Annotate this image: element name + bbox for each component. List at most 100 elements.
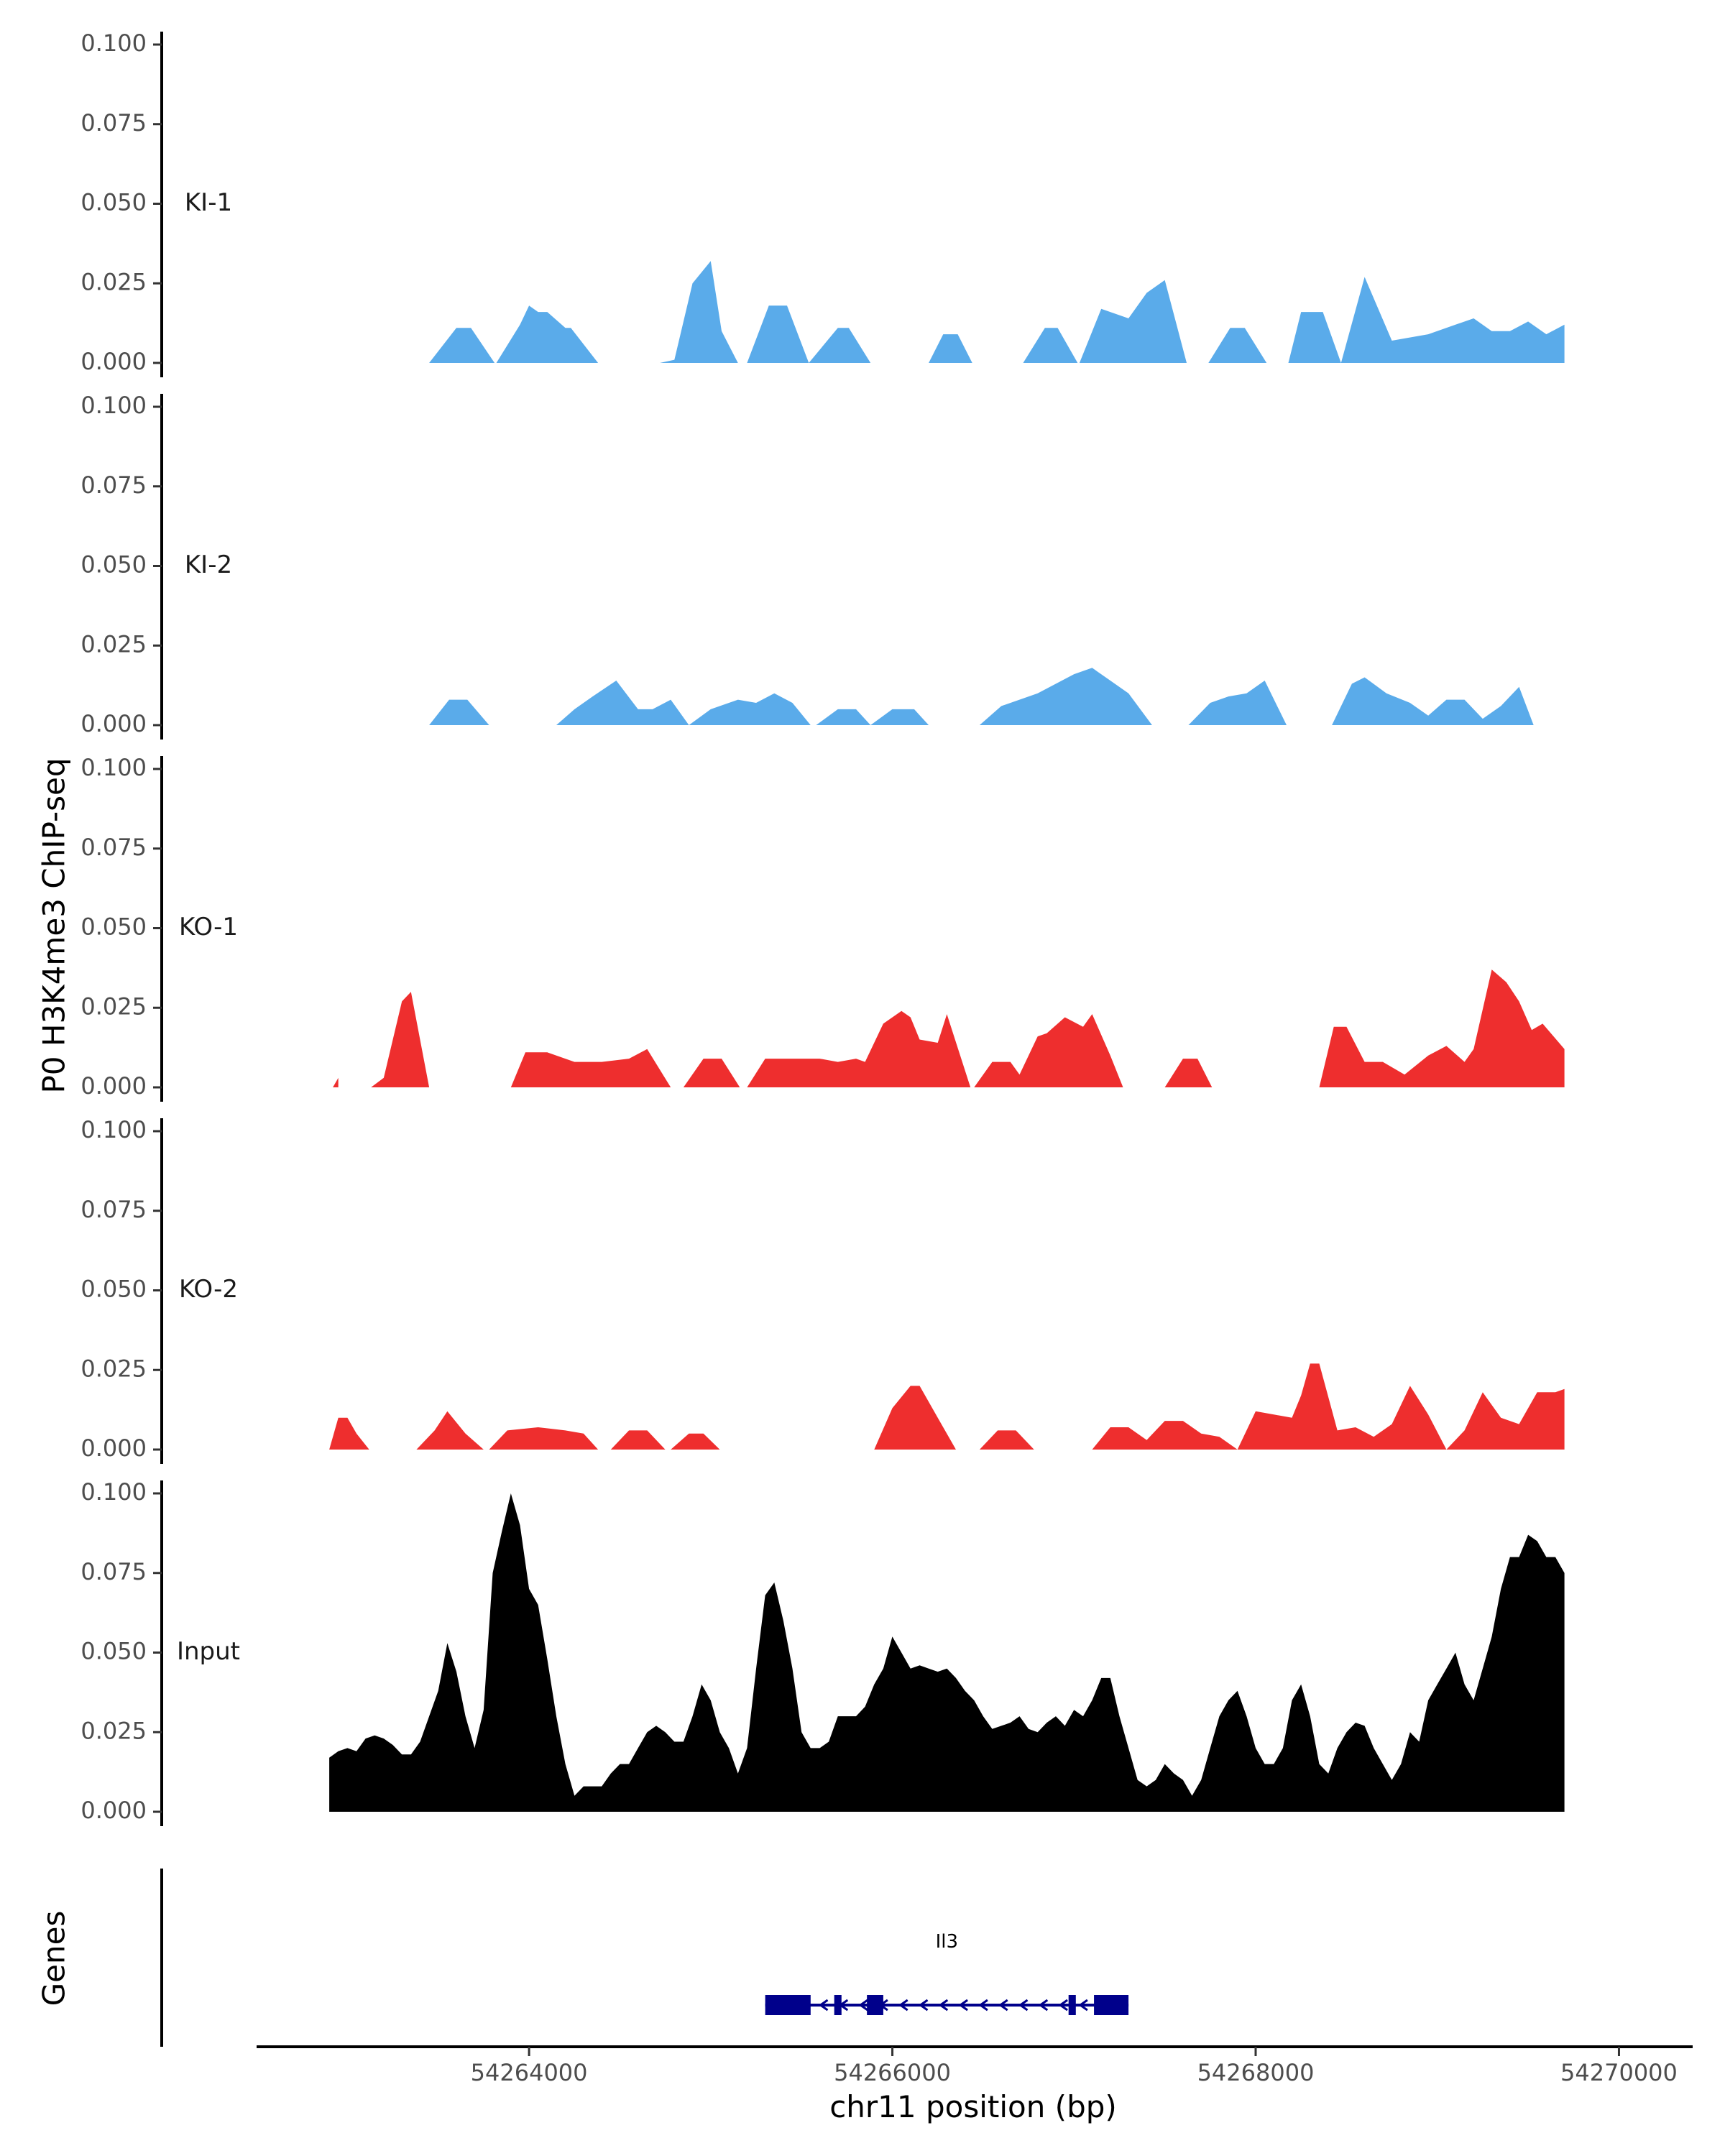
coverage-area-ki-1 — [1208, 328, 1267, 363]
track-ko-1: 0.000 0.025 0.050 0.075 0.100 KO-1 — [80, 754, 1565, 1102]
y-tick-label-ki-1: 0.075 — [80, 109, 147, 137]
coverage-area-ki-1 — [809, 328, 871, 363]
track-input: 0.000 0.025 0.050 0.075 0.100 Input — [80, 1478, 1565, 1826]
coverage-area-ko-2 — [1092, 1421, 1238, 1450]
coverage-area-ko-1 — [1164, 1059, 1213, 1087]
coverage-area-ko-2 — [329, 1417, 369, 1450]
y-tick-label-ki-1: 0.025 — [80, 268, 147, 295]
coverage-area-ki-2 — [816, 709, 871, 725]
y-tick-label-ko-1: 0.000 — [80, 1072, 147, 1100]
coverage-area-ki-1 — [429, 328, 495, 363]
strand-arrow — [918, 1999, 929, 2012]
y-tick-label-input: 0.000 — [80, 1797, 147, 1824]
coverage-area-ko-2 — [416, 1411, 484, 1450]
y-tick-label-ki-2: 0.075 — [80, 471, 147, 499]
y-tick-label-ko-1: 0.050 — [80, 913, 147, 941]
coverage-area-ko-2 — [671, 1433, 720, 1450]
y-tick-label-ko-2: 0.025 — [80, 1355, 147, 1382]
y-tick-label-ko-2: 0.050 — [80, 1276, 147, 1303]
y-tick-label-ki-1: 0.050 — [80, 189, 147, 216]
y-axis-title: P0 H3K4me3 ChIP-seq — [37, 757, 72, 1093]
y-tick-label-ki-2: 0.025 — [80, 630, 147, 658]
y-tick-label-ko-1: 0.025 — [80, 992, 147, 1020]
track-ki-1: 0.000 0.025 0.050 0.075 0.100 KI-1 — [80, 29, 1565, 377]
y-tick-label-input: 0.100 — [80, 1478, 147, 1506]
y-tick-label-input: 0.050 — [80, 1638, 147, 1665]
coverage-area-ki-1 — [496, 305, 599, 363]
y-tick-label-ko-1: 0.075 — [80, 834, 147, 861]
gene-exon — [1068, 1995, 1076, 2015]
y-tick-label-ko-2: 0.100 — [80, 1116, 147, 1143]
coverage-area-ko-2 — [874, 1386, 956, 1450]
y-tick-label-ki-2: 0.050 — [80, 551, 147, 579]
coverage-area-ki-1 — [1079, 280, 1187, 363]
x-tick-label: 54264000 — [471, 2059, 588, 2086]
coverage-area-ko-2 — [489, 1427, 599, 1450]
y-tick-label-ko-2: 0.075 — [80, 1196, 147, 1223]
y-tick-label-ko-1: 0.100 — [80, 754, 147, 781]
strand-arrow — [1038, 1999, 1049, 2012]
y-tick-label-ki-2: 0.100 — [80, 392, 147, 419]
track-label-ki-1: KI-1 — [185, 188, 232, 217]
strand-arrow — [998, 1999, 1008, 2012]
strand-arrow — [978, 1999, 988, 2012]
coverage-area-ko-1 — [333, 1077, 339, 1087]
coverage-area-ko-2 — [1237, 1363, 1565, 1450]
coverage-tracks: 0.0000.0250.0500.0750.100KI-10.0000.0250… — [80, 29, 1565, 1826]
y-tick-label-ki-1: 0.000 — [80, 348, 147, 375]
coverage-area-ko-1 — [1319, 969, 1565, 1087]
x-tick-label: 54266000 — [834, 2059, 951, 2086]
y-tick-label-ko-2: 0.000 — [80, 1434, 147, 1462]
coverage-area-ki-2 — [979, 668, 1152, 725]
coverage-area-ko-1 — [510, 1049, 671, 1087]
track-label-ko-1: KO-1 — [179, 913, 238, 941]
y-tick-label-input: 0.025 — [80, 1717, 147, 1744]
strand-arrow — [1058, 1999, 1068, 2012]
gene-exon — [1094, 1995, 1129, 2015]
coverage-area-ki-1 — [660, 261, 738, 363]
x-tick-label: 54270000 — [1560, 2059, 1678, 2086]
gene-model-il3: Il3 — [765, 1931, 1129, 2015]
y-tick-label-ki-1: 0.100 — [80, 29, 147, 57]
coverage-area-ko-1 — [747, 1010, 971, 1087]
x-tick-label: 54268000 — [1197, 2059, 1315, 2086]
coverage-area-ki-1 — [929, 334, 972, 363]
genes-panel: Genes Il3 — [37, 1869, 1129, 2047]
strand-arrow — [958, 1999, 968, 2012]
strand-arrow — [858, 1999, 868, 2012]
coverage-area-ko-2 — [979, 1430, 1034, 1450]
coverage-area-ki-2 — [1188, 681, 1287, 725]
gene-exon — [834, 1995, 842, 2015]
track-ki-2: 0.000 0.025 0.050 0.075 0.100 KI-2 — [80, 392, 1534, 740]
coverage-area-ko-1 — [683, 1059, 740, 1087]
coverage-area-ko-1 — [974, 1014, 1123, 1087]
x-axis: 54264000 54266000 54268000 54270000 — [257, 2045, 1693, 2086]
coverage-area-ki-1 — [1023, 328, 1078, 363]
coverage-area-ki-2 — [689, 693, 811, 725]
strand-arrow — [1018, 1999, 1029, 2012]
coverage-area-input — [329, 1493, 1565, 1812]
coverage-area-ko-1 — [371, 992, 430, 1087]
x-axis-title: chr11 position (bp) — [829, 2089, 1117, 2124]
coverage-area-ki-2 — [870, 709, 929, 725]
gene-exon — [867, 1995, 883, 2015]
coverage-area-ki-1 — [747, 305, 809, 363]
coverage-area-ki-1 — [1288, 277, 1565, 363]
coverage-area-ki-2 — [1332, 677, 1534, 725]
genes-track-title: Genes — [37, 1911, 72, 2007]
strand-arrow — [1078, 1999, 1088, 2012]
gene-exon — [765, 1995, 811, 2015]
track-label-ko-2: KO-2 — [179, 1275, 238, 1304]
y-tick-label-ki-2: 0.000 — [80, 710, 147, 737]
coverage-area-ko-2 — [610, 1430, 666, 1450]
strand-arrow — [898, 1999, 908, 2012]
track-label-input: Input — [177, 1637, 240, 1666]
coverage-area-ki-2 — [429, 699, 489, 725]
track-label-ki-2: KI-2 — [185, 550, 232, 579]
track-ko-2: 0.000 0.025 0.050 0.075 0.100 KO-2 — [80, 1116, 1565, 1464]
strand-arrow — [818, 1999, 829, 2012]
gene-label: Il3 — [936, 1931, 958, 1953]
coverage-area-ki-2 — [556, 681, 689, 725]
strand-arrow — [938, 1999, 949, 2012]
